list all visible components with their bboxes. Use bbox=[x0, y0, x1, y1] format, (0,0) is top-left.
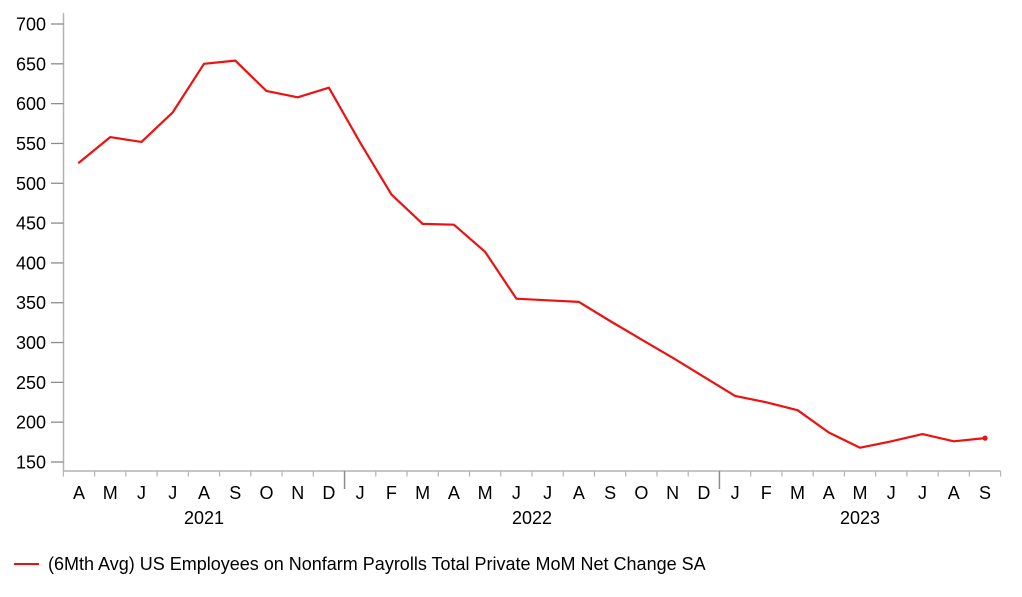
axes bbox=[62, 13, 1001, 472]
y-tick-label: 500 bbox=[16, 174, 46, 194]
legend-label: (6Mth Avg) US Employees on Nonfarm Payro… bbox=[48, 554, 706, 574]
x-tick-label: N bbox=[666, 483, 679, 503]
x-tick-label: M bbox=[853, 483, 868, 503]
x-tick-label: M bbox=[790, 483, 805, 503]
x-tick-label: M bbox=[103, 483, 118, 503]
y-tick-label: 250 bbox=[16, 373, 46, 393]
x-tick-label: J bbox=[137, 483, 146, 503]
x-tick-label: F bbox=[386, 483, 397, 503]
x-tick-label: J bbox=[512, 483, 521, 503]
y-tick-label: 650 bbox=[16, 54, 46, 74]
x-tick-label: J bbox=[731, 483, 740, 503]
x-tick-label: O bbox=[634, 483, 648, 503]
x-tick-label: O bbox=[259, 483, 273, 503]
x-tick-label: N bbox=[291, 483, 304, 503]
y-tick-label: 400 bbox=[16, 253, 46, 273]
last-point-marker bbox=[982, 435, 988, 441]
x-tick-label: S bbox=[979, 483, 991, 503]
x-tick-label: A bbox=[448, 483, 460, 503]
y-tick-label: 550 bbox=[16, 134, 46, 154]
y-tick-label: 600 bbox=[16, 94, 46, 114]
legend-line-swatch bbox=[14, 563, 39, 565]
x-tick-label: A bbox=[573, 483, 585, 503]
x-tick-label: J bbox=[168, 483, 177, 503]
y-tick-label: 150 bbox=[16, 453, 46, 473]
x-tick-label: A bbox=[823, 483, 835, 503]
x-tick-label: A bbox=[198, 483, 210, 503]
y-tick-label: 200 bbox=[16, 413, 46, 433]
year-label: 2022 bbox=[512, 508, 552, 528]
y-tick-label: 350 bbox=[16, 293, 46, 313]
y-tick-label: 450 bbox=[16, 214, 46, 234]
x-tick-label: J bbox=[356, 483, 365, 503]
year-label: 2021 bbox=[184, 508, 224, 528]
year-label: 2023 bbox=[840, 508, 880, 528]
x-tick-label: S bbox=[604, 483, 616, 503]
y-tick-label: 300 bbox=[16, 333, 46, 353]
x-tick-label: D bbox=[697, 483, 710, 503]
x-tick-label: F bbox=[761, 483, 772, 503]
x-tick-label: A bbox=[948, 483, 960, 503]
x-tick-label: M bbox=[415, 483, 430, 503]
y-axis-ticks: 700 650 600 550 500 450 400 350 300 250 200 150 bbox=[16, 15, 64, 473]
series-line bbox=[77, 59, 987, 449]
x-tick-label: J bbox=[918, 483, 927, 503]
x-tick-label: A bbox=[73, 483, 85, 503]
x-tick-label: S bbox=[229, 483, 241, 503]
x-tick-label: D bbox=[322, 483, 335, 503]
x-axis-ticks bbox=[62, 471, 1002, 489]
x-tick-label: M bbox=[478, 483, 493, 503]
legend: (6Mth Avg) US Employees on Nonfarm Payro… bbox=[14, 554, 706, 574]
y-tick-label: 700 bbox=[16, 15, 46, 35]
x-tick-label: J bbox=[887, 483, 896, 503]
x-year-labels: 2021 2022 2023 bbox=[184, 508, 880, 528]
x-tick-label: J bbox=[543, 483, 552, 503]
